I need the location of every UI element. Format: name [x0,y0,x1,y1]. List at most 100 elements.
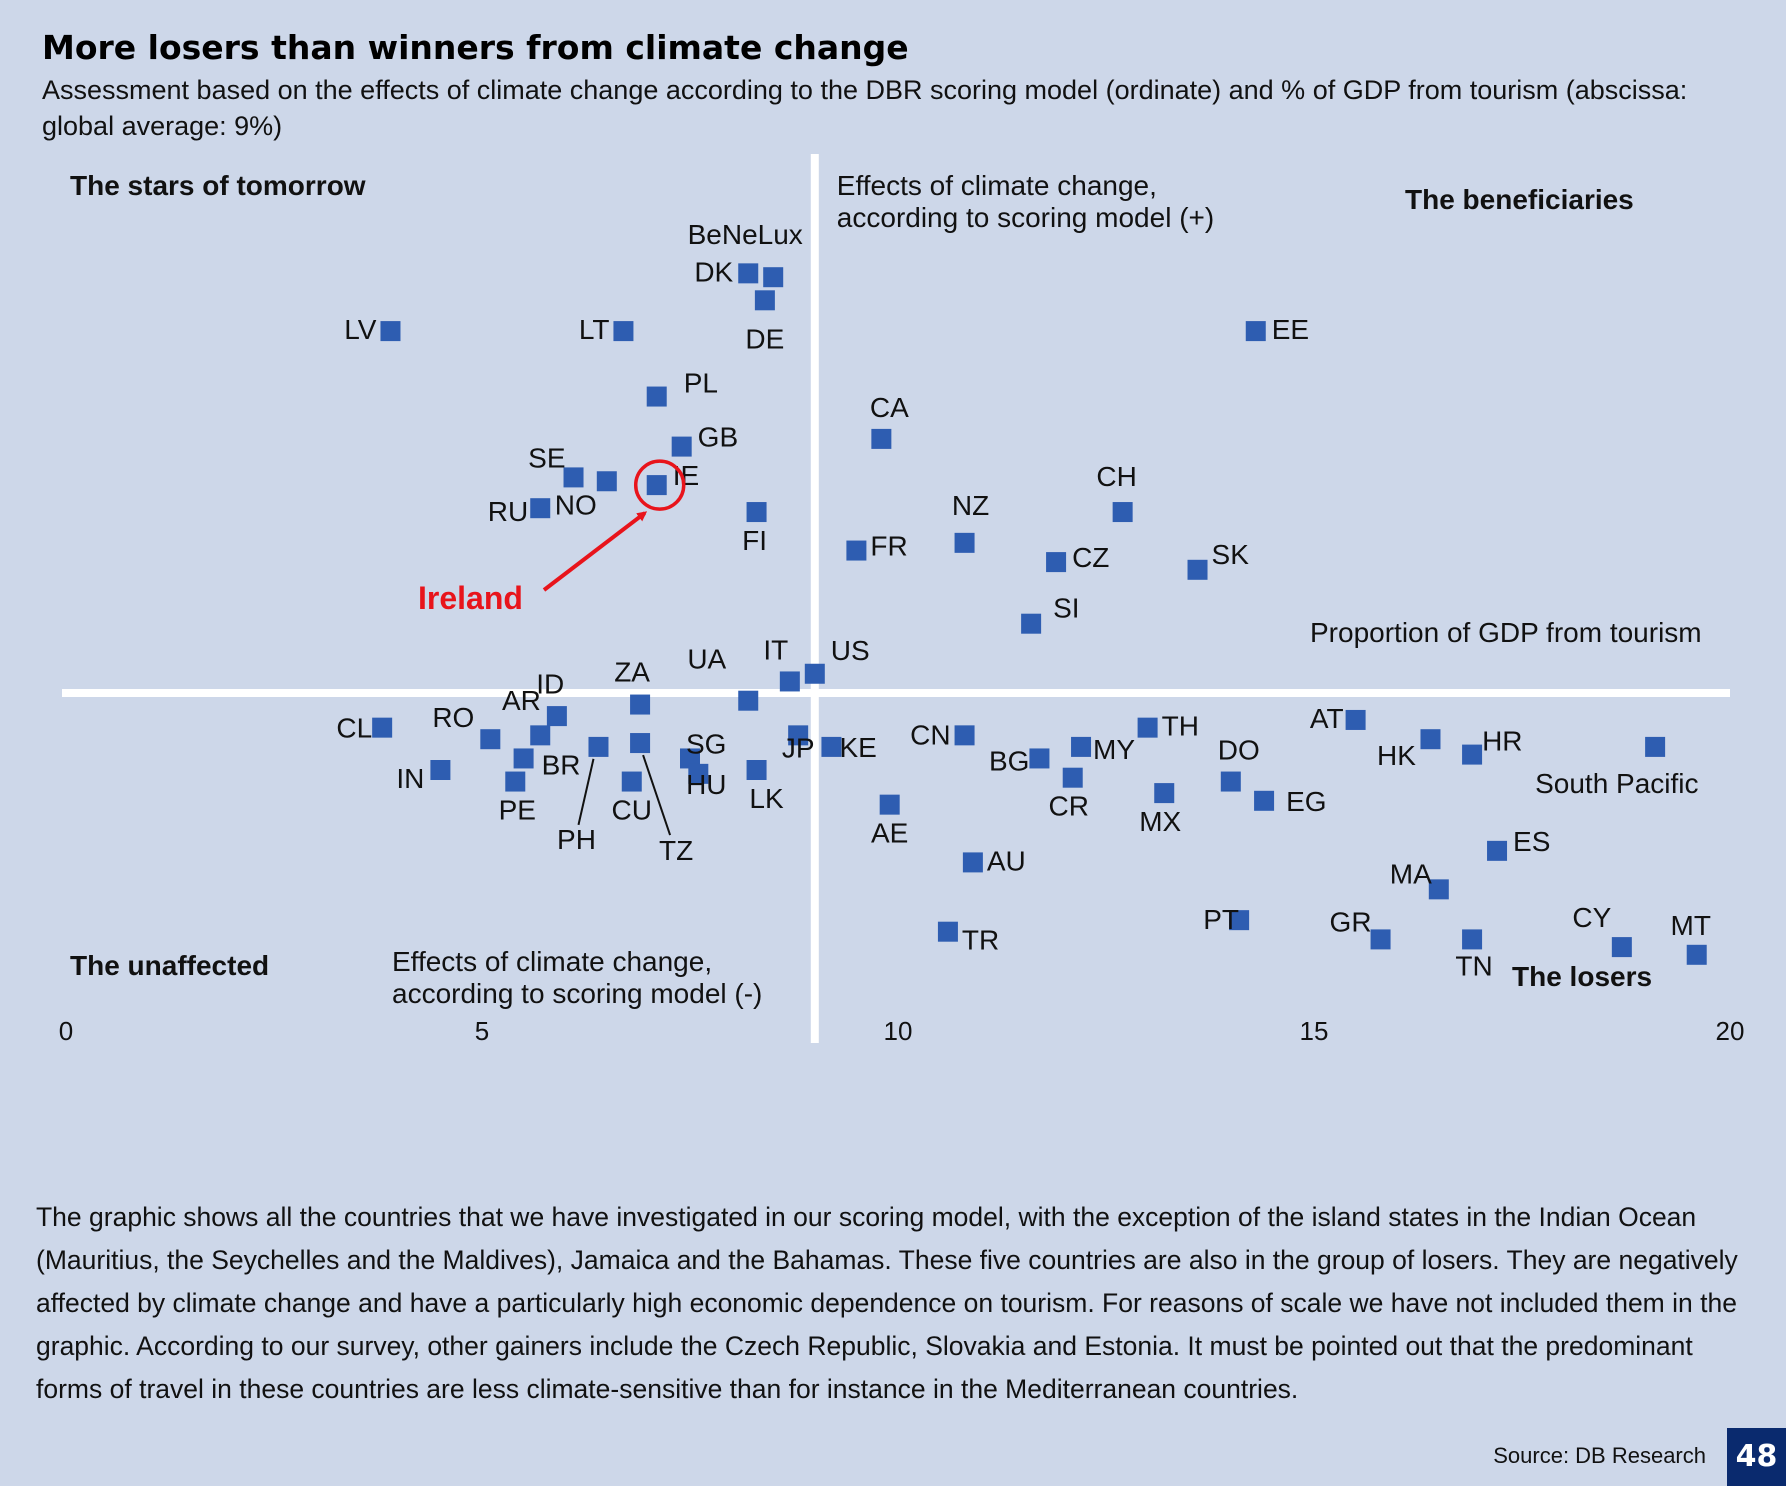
highlight-circle [633,459,686,511]
data-point-marker [505,771,526,792]
data-point-marker [954,532,975,553]
data-point-label: FR [870,531,907,562]
data-point-label: KE [839,732,876,763]
data-point-label: SG [686,728,726,759]
data-point-label: TH [1162,711,1199,742]
data-point-marker [779,671,800,692]
data-point-label: MY [1093,734,1135,765]
x-tick-label: 10 [884,1016,913,1046]
data-point-marker [954,725,975,746]
data-point-marker [380,321,401,342]
data-point-label: PL [684,368,718,399]
data-point-label: CN [910,719,950,750]
data-point-marker [879,794,900,815]
data-point-label: US [831,635,870,666]
x-tick-label: 0 [59,1016,73,1046]
data-point-label: ZA [614,657,650,688]
data-point-label: LK [749,783,784,814]
data-point-marker [871,428,892,449]
data-point-marker [1645,736,1666,757]
data-point-label: MX [1139,806,1181,837]
source-note: Source: DB Research [1493,1443,1706,1468]
data-point-label: South Pacific [1535,768,1698,799]
data-point-label: RU [488,496,528,527]
data-point-label: CZ [1072,542,1109,573]
data-point-label: NZ [952,490,989,521]
highlight-arrow [542,511,648,592]
quadrant-label-stars: The stars of tomorrow [70,170,366,201]
data-point-label: CA [870,392,909,423]
data-point-label: EG [1286,786,1326,817]
data-point-marker [513,748,534,769]
data-point-label: SE [528,442,565,473]
data-point-marker [563,467,584,488]
y-negative-annotation: Effects of climate change, according to s… [392,946,762,1009]
data-point-label: DK [694,256,733,287]
data-point-marker [530,498,551,519]
data-point-label: HU [686,769,726,800]
data-point-label: CU [612,795,652,826]
y-positive-annotation: Effects of climate change, according to s… [837,170,1214,233]
data-point-marker [646,475,667,496]
data-point-marker [1046,552,1067,573]
data-point-marker [1345,709,1366,730]
data-point-marker [1462,929,1483,950]
data-point-label: AT [1310,703,1344,734]
data-point-label: TZ [659,835,693,866]
page-number: 48 [1727,1428,1786,1486]
data-point-marker [1686,944,1707,965]
data-point-marker [754,290,775,311]
leader-line [642,754,672,836]
scatter-chart: 0 5 10 15 20 BeNeLux DK DE LV LT EE PL CA GB SE NO IE RU… [59,154,1745,1046]
data-point-label: MA [1390,858,1432,889]
description-text: The graphic shows all the countries that… [36,1202,1738,1404]
data-point-marker [1154,783,1175,804]
chart-title: More losers than winners from climate ch… [42,28,909,67]
data-point-label: BG [989,745,1029,776]
data-point-marker [1487,840,1508,861]
data-point-marker [630,694,651,715]
data-point-label: AR [502,685,541,716]
data-point-marker [530,725,551,746]
data-point-label: GR [1330,906,1372,937]
data-point-label: ID [536,668,564,699]
data-point-label: HK [1377,740,1416,771]
data-point-label: CR [1048,791,1088,822]
data-point-label: LT [579,314,610,345]
data-point-label: PT [1203,904,1239,935]
data-point-marker [821,736,842,757]
data-point-label: ES [1513,826,1550,857]
data-point-marker [546,706,567,727]
data-point-marker [688,763,709,784]
data-point-label: CL [336,713,372,744]
data-point-label: RO [432,702,474,733]
data-point-label: IN [396,763,424,794]
data-point-label: LV [344,314,376,345]
data-point-label: AE [871,818,908,849]
data-point-label: CH [1096,461,1136,492]
data-point-label: NO [555,489,597,520]
data-point-marker [1137,717,1158,738]
data-point-marker [480,729,501,750]
data-point-marker [1220,771,1241,792]
data-point-label: SI [1053,593,1079,624]
data-point-marker [621,771,642,792]
quadrant-label-beneficiaries: The beneficiaries [1405,184,1634,215]
x-tick-label: 15 [1300,1016,1329,1046]
x-tick-label: 5 [475,1016,489,1046]
data-point-marker [804,663,825,684]
x-tick-label: 20 [1716,1016,1745,1046]
data-point-marker [738,263,759,284]
data-point-marker [596,471,617,492]
data-point-marker [613,321,634,342]
data-point-marker [763,267,784,288]
x-axis-annotation: Proportion of GDP from tourism [1310,617,1702,648]
highlight-label: Ireland [418,580,523,616]
data-point-label: CY [1572,902,1611,933]
data-point-marker [962,852,983,873]
data-point-marker [1021,613,1042,634]
data-point-marker [1420,729,1441,750]
data-point-marker [646,386,667,407]
data-point-marker [846,540,867,561]
data-point-marker [746,502,767,523]
